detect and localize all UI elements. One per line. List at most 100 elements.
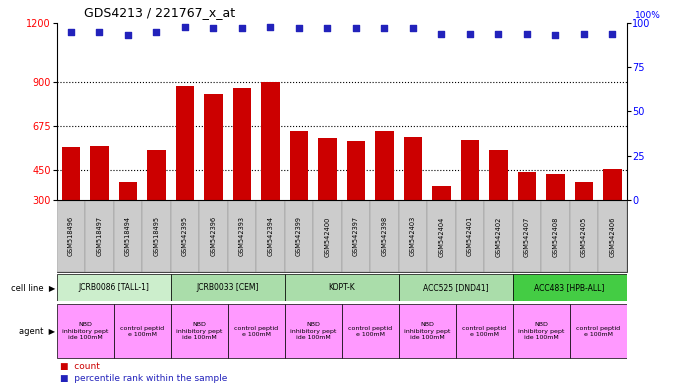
- Point: [493, 31, 504, 37]
- Text: control peptid
e 100mM: control peptid e 100mM: [234, 326, 278, 337]
- Text: NBD
inhibitory pept
ide 100mM: NBD inhibitory pept ide 100mM: [176, 323, 222, 340]
- Bar: [546, 174, 564, 200]
- Text: JCRB0086 [TALL-1]: JCRB0086 [TALL-1]: [78, 283, 149, 292]
- Bar: [90, 146, 108, 200]
- Bar: [114, 305, 170, 358]
- Text: GSM542405: GSM542405: [581, 216, 586, 257]
- Bar: [484, 201, 513, 272]
- Bar: [455, 201, 484, 272]
- Point: [322, 25, 333, 31]
- Bar: [204, 94, 223, 200]
- Bar: [170, 274, 284, 301]
- Bar: [399, 201, 427, 272]
- Point: [236, 25, 247, 31]
- Text: control peptid
e 100mM: control peptid e 100mM: [462, 326, 506, 337]
- Point: [351, 25, 362, 31]
- Point: [407, 25, 418, 31]
- Text: control peptid
e 100mM: control peptid e 100mM: [120, 326, 164, 337]
- Bar: [598, 201, 627, 272]
- Bar: [575, 182, 593, 200]
- Bar: [460, 140, 479, 200]
- Text: GSM542407: GSM542407: [524, 216, 530, 257]
- Text: GSM542396: GSM542396: [210, 216, 216, 257]
- Bar: [399, 305, 455, 358]
- Text: 100%: 100%: [635, 11, 661, 20]
- Text: NBD
inhibitory pept
ide 100mM: NBD inhibitory pept ide 100mM: [518, 323, 564, 340]
- Bar: [404, 137, 422, 200]
- Bar: [489, 150, 508, 200]
- Text: GSM542408: GSM542408: [552, 216, 558, 257]
- Bar: [256, 201, 284, 272]
- Bar: [284, 274, 399, 301]
- Bar: [399, 274, 513, 301]
- Point: [550, 32, 561, 38]
- Bar: [541, 201, 569, 272]
- Text: GSM542395: GSM542395: [182, 216, 188, 257]
- Text: control peptid
e 100mM: control peptid e 100mM: [348, 326, 392, 337]
- Point: [208, 25, 219, 31]
- Bar: [119, 182, 137, 200]
- Bar: [261, 82, 279, 200]
- Text: GSM542403: GSM542403: [410, 216, 416, 257]
- Text: GSM542400: GSM542400: [324, 216, 331, 257]
- Text: GSM518495: GSM518495: [153, 216, 159, 257]
- Text: GSM518496: GSM518496: [68, 216, 74, 257]
- Bar: [228, 201, 256, 272]
- Bar: [342, 305, 399, 358]
- Bar: [57, 274, 170, 301]
- Bar: [290, 131, 308, 200]
- Point: [607, 31, 618, 37]
- Bar: [432, 186, 451, 200]
- Bar: [170, 201, 199, 272]
- Text: GSM542401: GSM542401: [467, 216, 473, 257]
- Bar: [346, 141, 365, 200]
- Text: GSM542399: GSM542399: [296, 216, 302, 257]
- Text: NBD
inhibitory pept
ide 100mM: NBD inhibitory pept ide 100mM: [290, 323, 336, 340]
- Point: [66, 29, 77, 35]
- Bar: [513, 201, 541, 272]
- Point: [293, 25, 304, 31]
- Text: cell line  ▶: cell line ▶: [11, 283, 55, 292]
- Bar: [170, 305, 228, 358]
- Bar: [375, 131, 393, 200]
- Bar: [569, 201, 598, 272]
- Bar: [142, 201, 170, 272]
- Bar: [603, 169, 622, 200]
- Point: [265, 23, 276, 30]
- Bar: [228, 305, 284, 358]
- Text: GSM542393: GSM542393: [239, 216, 245, 257]
- Text: GSM542394: GSM542394: [267, 216, 273, 257]
- Bar: [57, 201, 85, 272]
- Point: [521, 31, 532, 37]
- Bar: [513, 305, 569, 358]
- Text: ACC525 [DND41]: ACC525 [DND41]: [423, 283, 489, 292]
- Point: [578, 31, 589, 37]
- Bar: [313, 201, 342, 272]
- Bar: [455, 305, 513, 358]
- Point: [436, 31, 447, 37]
- Bar: [284, 305, 342, 358]
- Bar: [147, 150, 166, 200]
- Point: [379, 25, 390, 31]
- Text: JCRB0033 [CEM]: JCRB0033 [CEM]: [197, 283, 259, 292]
- Text: control peptid
e 100mM: control peptid e 100mM: [576, 326, 620, 337]
- Bar: [85, 201, 114, 272]
- Point: [179, 23, 190, 30]
- Bar: [569, 305, 627, 358]
- Bar: [175, 86, 194, 200]
- Bar: [342, 201, 370, 272]
- Text: ■  percentile rank within the sample: ■ percentile rank within the sample: [60, 374, 228, 383]
- Text: GSM542406: GSM542406: [609, 216, 615, 257]
- Bar: [114, 201, 142, 272]
- Text: GSM542402: GSM542402: [495, 216, 501, 257]
- Bar: [61, 147, 80, 200]
- Bar: [518, 172, 536, 200]
- Bar: [513, 274, 627, 301]
- Text: ■  count: ■ count: [60, 362, 100, 371]
- Text: NBD
inhibitory pept
ide 100mM: NBD inhibitory pept ide 100mM: [62, 323, 108, 340]
- Text: GSM518497: GSM518497: [97, 216, 102, 257]
- Bar: [370, 201, 399, 272]
- Point: [94, 29, 105, 35]
- Point: [151, 29, 162, 35]
- Point: [122, 32, 133, 38]
